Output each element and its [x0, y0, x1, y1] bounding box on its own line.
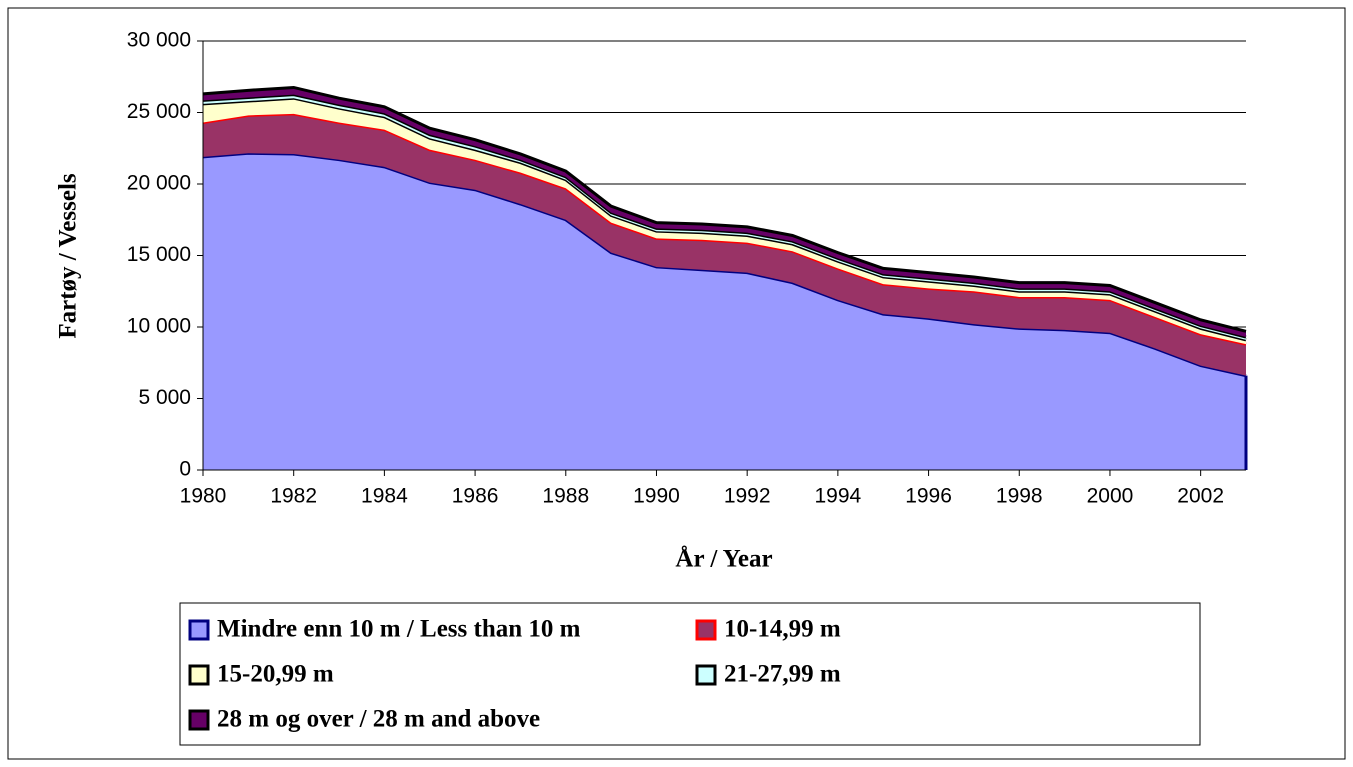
legend-swatch	[188, 664, 210, 686]
x-tick-label: 2002	[1177, 485, 1224, 508]
legend-swatch	[188, 619, 210, 641]
area-edge	[202, 85, 1247, 333]
x-tick-label: 1986	[452, 485, 499, 508]
x-tick-label: 1982	[270, 485, 317, 508]
x-tick-label: 1992	[724, 485, 771, 508]
y-tick-label: 25 000	[127, 100, 191, 123]
legend-label: 21-27,99 m	[724, 661, 841, 688]
y-tick-label: 20 000	[127, 172, 191, 195]
x-tick-label: 1996	[905, 485, 952, 508]
x-tick-label: 1980	[180, 485, 227, 508]
y-tick-label: 30 000	[127, 29, 191, 52]
legend-label: 15-20,99 m	[217, 661, 334, 688]
area	[203, 153, 1246, 470]
y-tick-label: 10 000	[127, 315, 191, 338]
x-tick-label: 1988	[542, 485, 589, 508]
legend	[179, 602, 1201, 746]
area	[203, 113, 1246, 376]
legend-swatch	[695, 664, 717, 686]
y-tick-label: 5 000	[138, 386, 191, 409]
x-tick-label: 1994	[815, 485, 862, 508]
x-tick-label: 2000	[1087, 485, 1134, 508]
x-tick-label: 1998	[996, 485, 1043, 508]
y-tick-label: 0	[179, 458, 191, 481]
y-axis-title: Fartøy / Vessels	[55, 173, 82, 339]
legend-label: 28 m og over / 28 m and above	[217, 706, 540, 733]
x-axis-title: År / Year	[675, 545, 772, 573]
legend-swatch	[695, 619, 717, 641]
legend-label: 10-14,99 m	[724, 616, 841, 643]
y-tick-label: 15 000	[127, 243, 191, 266]
x-tick-label: 1990	[633, 485, 680, 508]
legend-swatch	[188, 709, 210, 731]
legend-label: Mindre enn 10 m / Less than 10 m	[217, 616, 581, 643]
x-tick-label: 1984	[361, 485, 408, 508]
